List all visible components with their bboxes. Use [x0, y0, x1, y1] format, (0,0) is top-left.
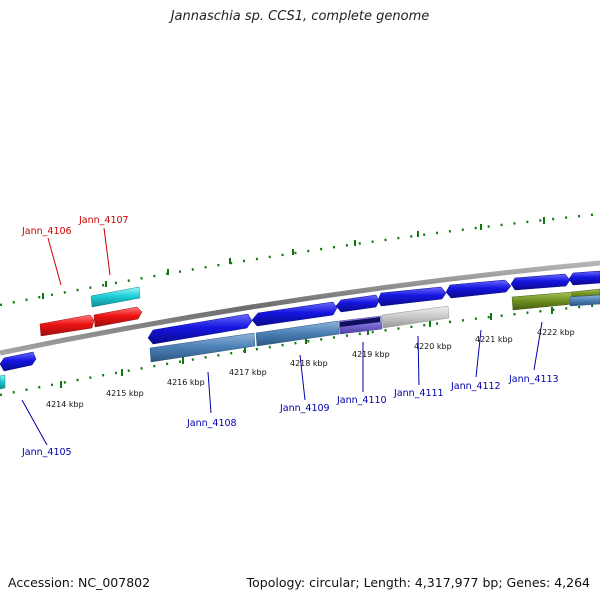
scale-label: 4217 kbp: [229, 368, 267, 377]
gene-forward-5-feature[interactable]: [445, 279, 512, 299]
gene-forward-1-feature[interactable]: [147, 313, 253, 345]
leader-jann-4112: [475, 329, 482, 378]
label-leader-lines: [21, 227, 543, 446]
gene-steel-edge-feature[interactable]: [569, 294, 600, 307]
gene-label-jann-4109[interactable]: Jann_4109: [279, 403, 330, 414]
gene-red-2-feature[interactable]: [93, 306, 143, 328]
gene-label-jann-4107[interactable]: Jann_4107: [78, 215, 129, 226]
topology-summary: Topology: circular; Length: 4,317,977 bp…: [246, 575, 590, 590]
gene-labels: Jann_4105 Jann_4106 Jann_4107 Jann_4108 …: [21, 215, 559, 458]
gene-forward-4-feature[interactable]: [377, 286, 447, 307]
gene-jann-4106-feature[interactable]: [39, 314, 95, 337]
leader-jann-4113: [533, 321, 543, 371]
gene-jann-4110-core: [340, 317, 380, 327]
gene-label-jann-4112[interactable]: Jann_4112: [450, 381, 501, 392]
scale-label: 4215 kbp: [106, 389, 144, 398]
leader-jann-4106: [47, 237, 62, 286]
gene-jann-4113-feature[interactable]: [511, 291, 574, 311]
outer-scale-track: [0, 212, 600, 307]
scale-label: 4214 kbp: [46, 400, 84, 409]
gene-forward-6-feature[interactable]: [510, 273, 571, 291]
leader-jann-4107: [103, 227, 111, 276]
leader-jann-4111: [417, 335, 420, 386]
outer-major-ticks: [42, 217, 545, 299]
gene-label-jann-4105[interactable]: Jann_4105: [21, 447, 72, 458]
scale-label: 4218 kbp: [290, 359, 328, 368]
scale-label: 4221 kbp: [475, 335, 513, 344]
gene-label-jann-4106[interactable]: Jann_4106: [21, 226, 72, 237]
gene-forward-2-feature[interactable]: [251, 301, 338, 327]
gene-cyan-edge-feature[interactable]: [0, 374, 6, 390]
scale-label: 4222 kbp: [537, 328, 575, 337]
leader-jann-4109: [299, 354, 306, 401]
gene-jann-4111-feature[interactable]: [381, 305, 450, 329]
gene-label-jann-4111[interactable]: Jann_4111: [393, 388, 444, 399]
leader-jann-4108: [207, 371, 212, 414]
leader-jann-4105: [21, 399, 48, 446]
page-title: Jannaschia sp. CCS1, complete genome: [170, 9, 430, 24]
gene-forward-3-feature[interactable]: [335, 294, 380, 313]
gene-jann-4108-feature[interactable]: [149, 332, 256, 363]
gene-forward-7-feature[interactable]: [568, 270, 600, 286]
genome-backbone: [0, 260, 600, 356]
gene-jann-4109-feature[interactable]: [255, 320, 340, 347]
scale-label: 4220 kbp: [414, 342, 452, 351]
gene-jann-4105-feature[interactable]: [0, 351, 37, 372]
annotated-features: [149, 288, 600, 363]
gene-jann-4107-feature[interactable]: [90, 286, 141, 308]
forward-strand-genes: [0, 270, 600, 390]
scale-label: 4219 kbp: [352, 350, 390, 359]
gene-label-jann-4110[interactable]: Jann_4110: [336, 395, 387, 406]
scale-label: 4216 kbp: [167, 378, 205, 387]
gene-label-jann-4108[interactable]: Jann_4108: [186, 418, 237, 429]
scale-tick-labels: 4214 kbp 4215 kbp 4216 kbp 4217 kbp 4218…: [46, 328, 575, 409]
accession-label: Accession: NC_007802: [8, 575, 151, 590]
gene-label-jann-4113[interactable]: Jann_4113: [508, 374, 559, 385]
